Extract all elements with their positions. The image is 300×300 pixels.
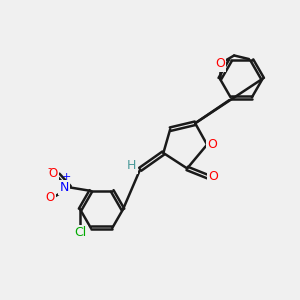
- Text: O: O: [208, 170, 218, 183]
- Text: -: -: [47, 163, 51, 173]
- Text: O: O: [208, 138, 218, 151]
- Text: +: +: [62, 172, 71, 182]
- Text: O: O: [48, 167, 57, 180]
- Text: N: N: [59, 181, 69, 194]
- Text: O: O: [45, 191, 55, 204]
- Text: H: H: [127, 159, 136, 172]
- Text: Cl: Cl: [74, 226, 86, 239]
- Text: O: O: [215, 57, 225, 70]
